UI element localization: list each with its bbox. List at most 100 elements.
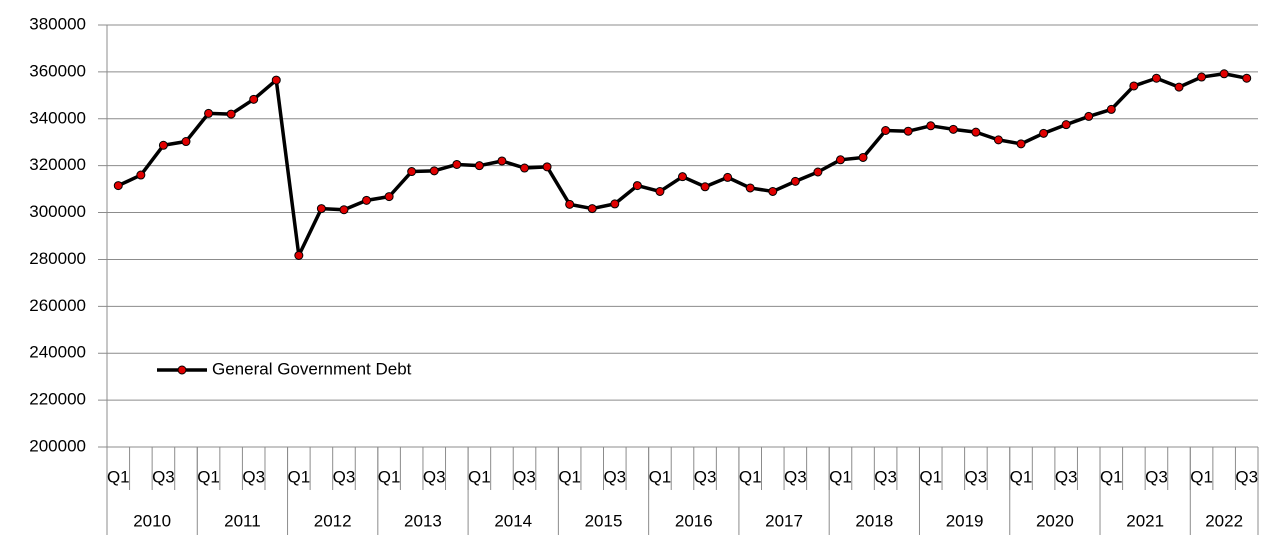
data-point (316, 204, 326, 214)
data-point (181, 137, 191, 147)
x-group-label: 2019 (946, 511, 984, 530)
data-point (1016, 139, 1026, 149)
x-tick-label: Q1 (829, 467, 852, 486)
data-point (384, 192, 394, 202)
y-tick-label: 240000 (29, 343, 86, 362)
data-point (971, 127, 981, 137)
x-tick-label: Q3 (423, 467, 446, 486)
x-tick-label: Q1 (1100, 467, 1123, 486)
data-point (339, 205, 349, 215)
legend-marker (177, 365, 187, 375)
data-point (1106, 104, 1116, 114)
data-point (294, 250, 304, 260)
data-point (204, 108, 214, 118)
x-tick-label: Q3 (874, 467, 897, 486)
x-group-label: 2016 (675, 511, 713, 530)
data-point (1151, 73, 1161, 83)
y-tick-label: 280000 (29, 249, 86, 268)
data-point (587, 204, 597, 214)
x-group-label: 2017 (765, 511, 803, 530)
x-tick-label: Q3 (1145, 467, 1168, 486)
x-group-label: 2015 (585, 511, 623, 530)
x-group-label: 2010 (133, 511, 171, 530)
data-point (362, 195, 372, 205)
data-point (1061, 120, 1071, 130)
data-point (1219, 69, 1229, 79)
data-point (858, 152, 868, 162)
y-tick-label: 320000 (29, 155, 86, 174)
data-point (948, 124, 958, 134)
data-point (835, 155, 845, 165)
data-point (632, 181, 642, 191)
y-tick-label: 360000 (29, 61, 86, 80)
data-point (249, 94, 259, 104)
x-tick-label: Q1 (739, 467, 762, 486)
data-point (407, 167, 417, 177)
data-point (678, 172, 687, 182)
x-tick-label: Q1 (1190, 467, 1213, 486)
data-point (813, 167, 823, 177)
x-tick-label: Q1 (197, 467, 220, 486)
y-tick-label: 300000 (29, 202, 86, 221)
y-tick-label: 200000 (29, 436, 86, 455)
x-tick-label: Q1 (649, 467, 672, 486)
data-point (881, 126, 891, 135)
x-tick-label: Q1 (558, 467, 581, 486)
y-tick-label: 220000 (29, 390, 86, 409)
legend-label: General Government Debt (212, 359, 412, 378)
x-group-label: 2011 (224, 511, 261, 530)
data-point (226, 109, 236, 119)
data-point (429, 166, 439, 176)
x-tick-label: Q3 (152, 467, 175, 486)
data-point (993, 135, 1003, 145)
data-point (655, 186, 665, 196)
data-point (1242, 73, 1252, 83)
x-tick-label: Q3 (1055, 467, 1078, 486)
x-tick-label: Q1 (1010, 467, 1033, 486)
x-tick-label: Q1 (919, 467, 942, 486)
data-point (903, 126, 913, 136)
x-tick-label: Q3 (965, 467, 988, 486)
y-tick-label: 340000 (29, 108, 86, 127)
x-tick-label: Q3 (603, 467, 626, 486)
x-group-label: 2022 (1205, 511, 1243, 530)
data-point (271, 75, 281, 85)
data-point (542, 162, 552, 172)
data-point (1129, 81, 1139, 91)
x-tick-label: Q1 (287, 467, 310, 486)
data-point (158, 140, 168, 150)
x-group-label: 2020 (1036, 511, 1074, 530)
data-point (610, 199, 620, 209)
data-point (136, 170, 146, 180)
x-group-label: 2013 (404, 511, 442, 530)
x-tick-label: Q1 (378, 467, 401, 486)
data-point (745, 183, 755, 193)
data-point (497, 156, 507, 166)
data-point (1084, 111, 1094, 121)
data-point (723, 172, 733, 182)
x-tick-label: Q1 (107, 467, 130, 486)
x-tick-label: Q3 (1235, 467, 1258, 486)
x-tick-label: Q1 (468, 467, 491, 486)
data-point (926, 121, 936, 131)
y-tick-label: 260000 (29, 296, 86, 315)
x-tick-label: Q3 (694, 467, 717, 486)
data-point (768, 186, 778, 196)
x-group-label: 2012 (314, 511, 352, 530)
data-point (1039, 128, 1049, 138)
x-tick-label: Q3 (513, 467, 536, 486)
data-point (452, 159, 462, 169)
data-point (113, 181, 123, 191)
data-point (1197, 72, 1207, 82)
data-line (117, 72, 1248, 258)
data-point (1174, 82, 1184, 92)
x-group-label: 2018 (855, 511, 893, 530)
x-tick-label: Q3 (333, 467, 356, 486)
x-group-label: 2014 (494, 511, 532, 530)
data-point (565, 199, 575, 209)
data-point (790, 176, 800, 186)
data-point (700, 182, 710, 192)
data-point (474, 161, 484, 171)
